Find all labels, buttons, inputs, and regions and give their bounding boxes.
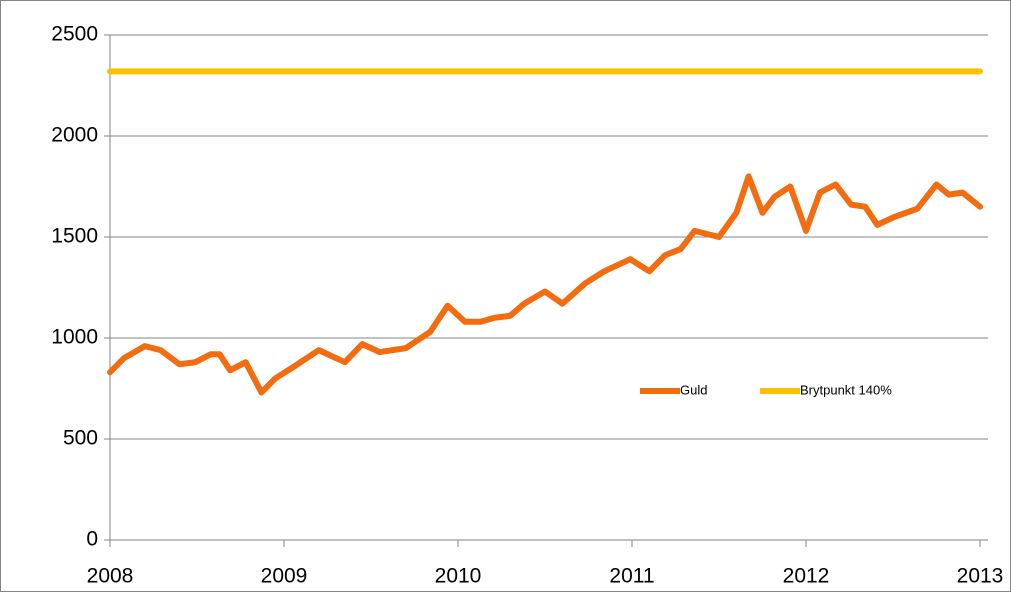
y-tick-label: 1500 [51,225,98,248]
y-tick-label: 1000 [51,326,98,349]
x-tick-label: 2011 [609,565,654,588]
x-tick-label: 2012 [783,565,830,588]
x-tick-label: 2008 [87,565,134,588]
x-tick-label: 2010 [435,565,482,588]
legend-label: Brytpunkt 140% [800,382,892,397]
y-tick-label: 2500 [51,23,98,46]
y-tick-label: 0 [86,528,98,551]
y-tick-label: 2000 [51,124,98,147]
x-tick-label: 2009 [261,565,308,588]
y-tick-label: 500 [63,427,98,450]
series-line [107,173,983,396]
legend-label: Guld [680,382,707,397]
x-tick-label: 2013 [957,565,1004,588]
